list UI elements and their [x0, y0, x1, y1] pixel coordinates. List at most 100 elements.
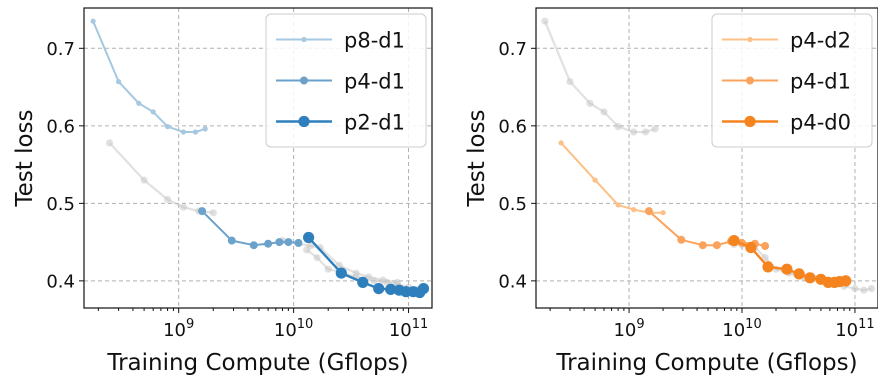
data-point [324, 265, 332, 273]
data-point [804, 272, 816, 284]
data-point [303, 231, 315, 244]
x-tick-label: 109 [163, 317, 194, 341]
data-point [140, 176, 148, 184]
legend-swatch-marker [300, 76, 308, 85]
data-point [192, 129, 199, 135]
chart-panel-1: 0.4 0.5 0.6 0.7 109 1010 1011 Training Compute … [12, 7, 433, 376]
data-point [541, 17, 549, 25]
data-point [630, 128, 638, 136]
data-point [793, 268, 805, 280]
data-point [600, 108, 608, 116]
data-point [614, 123, 622, 131]
data-point [209, 209, 217, 217]
series-p8-d1 [90, 18, 208, 135]
legend-item-p4-d1: p4-d1 [276, 70, 405, 94]
data-point [275, 238, 284, 247]
data-point [294, 238, 303, 247]
data-point [164, 195, 172, 204]
data-point [90, 18, 96, 24]
series-line [92, 20, 206, 133]
data-point [202, 126, 208, 132]
legend-label: p2-d1 [344, 111, 405, 135]
data-point [586, 99, 594, 107]
data-point [615, 202, 621, 208]
data-point [370, 277, 378, 285]
legend-label: p4-d2 [790, 29, 851, 53]
y-tick-label: 0.6 [498, 116, 527, 137]
y-axis-title: Test loss [12, 109, 38, 207]
data-point [335, 267, 347, 279]
data-point [631, 207, 637, 213]
data-point [116, 79, 122, 85]
data-point [781, 263, 793, 275]
legend: p4-d2 p4-d1 p4-d0 [711, 13, 873, 148]
y-tick-label: 0.7 [46, 39, 75, 60]
plot-frame [83, 7, 433, 309]
data-point [284, 238, 293, 247]
y-axis-title: Test loss [464, 109, 490, 207]
legend-box [265, 13, 427, 148]
series-p2-d1 [303, 231, 430, 299]
data-point [851, 285, 859, 293]
legend-swatch-marker [298, 115, 310, 128]
legend-swatch-marker [746, 76, 754, 85]
legend-label: p4-d0 [790, 111, 851, 135]
series-line [543, 20, 656, 134]
legend-swatch-marker [744, 115, 756, 128]
data-point [761, 254, 769, 262]
data-point [198, 207, 207, 216]
series-background-0 [541, 17, 659, 136]
legend-swatch-marker [747, 36, 753, 43]
data-point [761, 242, 770, 250]
data-point [712, 241, 721, 250]
series-p4-d1 [198, 207, 303, 250]
data-point [677, 235, 686, 244]
data-point [728, 235, 740, 247]
legend-swatch-marker [301, 36, 307, 43]
data-point [558, 140, 564, 146]
series-background-3 [105, 139, 217, 217]
plot-frame [535, 7, 878, 309]
legend-label: p4-d1 [344, 70, 405, 94]
data-point [745, 241, 757, 254]
legend-item-p8-d1: p8-d1 [276, 29, 405, 53]
data-point [592, 177, 598, 183]
series-line [648, 210, 766, 247]
x-tick-label: 1011 [389, 317, 428, 341]
data-point [136, 100, 142, 106]
y-tick-label: 0.6 [46, 116, 75, 137]
data-point [860, 286, 868, 294]
y-tick-label: 0.4 [46, 271, 75, 292]
data-point [698, 241, 707, 250]
data-point [385, 283, 397, 295]
data-point [357, 276, 369, 288]
data-point [179, 203, 187, 211]
data-point [417, 283, 430, 295]
x-tick-label: 1010 [274, 317, 313, 341]
chart-panel-2: 0.4 0.5 0.6 0.7 109 1010 1011 Training Compute … [464, 7, 878, 376]
data-point [313, 254, 321, 262]
series-line [560, 142, 664, 214]
data-point [762, 261, 774, 273]
data-point [644, 207, 653, 216]
legend-label: p4-d1 [790, 70, 851, 94]
y-tick-label: 0.5 [46, 194, 75, 215]
legend-item-p4-d0: p4-d0 [722, 111, 851, 135]
data-point [867, 285, 876, 293]
data-point [303, 246, 311, 254]
legend-item-p4-d2: p4-d2 [722, 29, 851, 53]
data-point [150, 109, 156, 115]
legend-item-p4-d1: p4-d1 [722, 70, 851, 94]
x-tick-label: 109 [613, 317, 644, 341]
y-tick-label: 0.4 [498, 271, 527, 292]
data-point [373, 283, 385, 295]
legend-label: p8-d1 [344, 29, 405, 53]
data-point [642, 128, 650, 136]
legend: p8-d1 p4-d1 p2-d1 [265, 13, 427, 148]
x-axis-title: Training Compute (Gflops) [555, 350, 857, 376]
data-point [660, 210, 666, 216]
data-point [105, 139, 114, 147]
data-point [264, 239, 273, 248]
x-axis-title: Training Compute (Gflops) [106, 350, 408, 376]
